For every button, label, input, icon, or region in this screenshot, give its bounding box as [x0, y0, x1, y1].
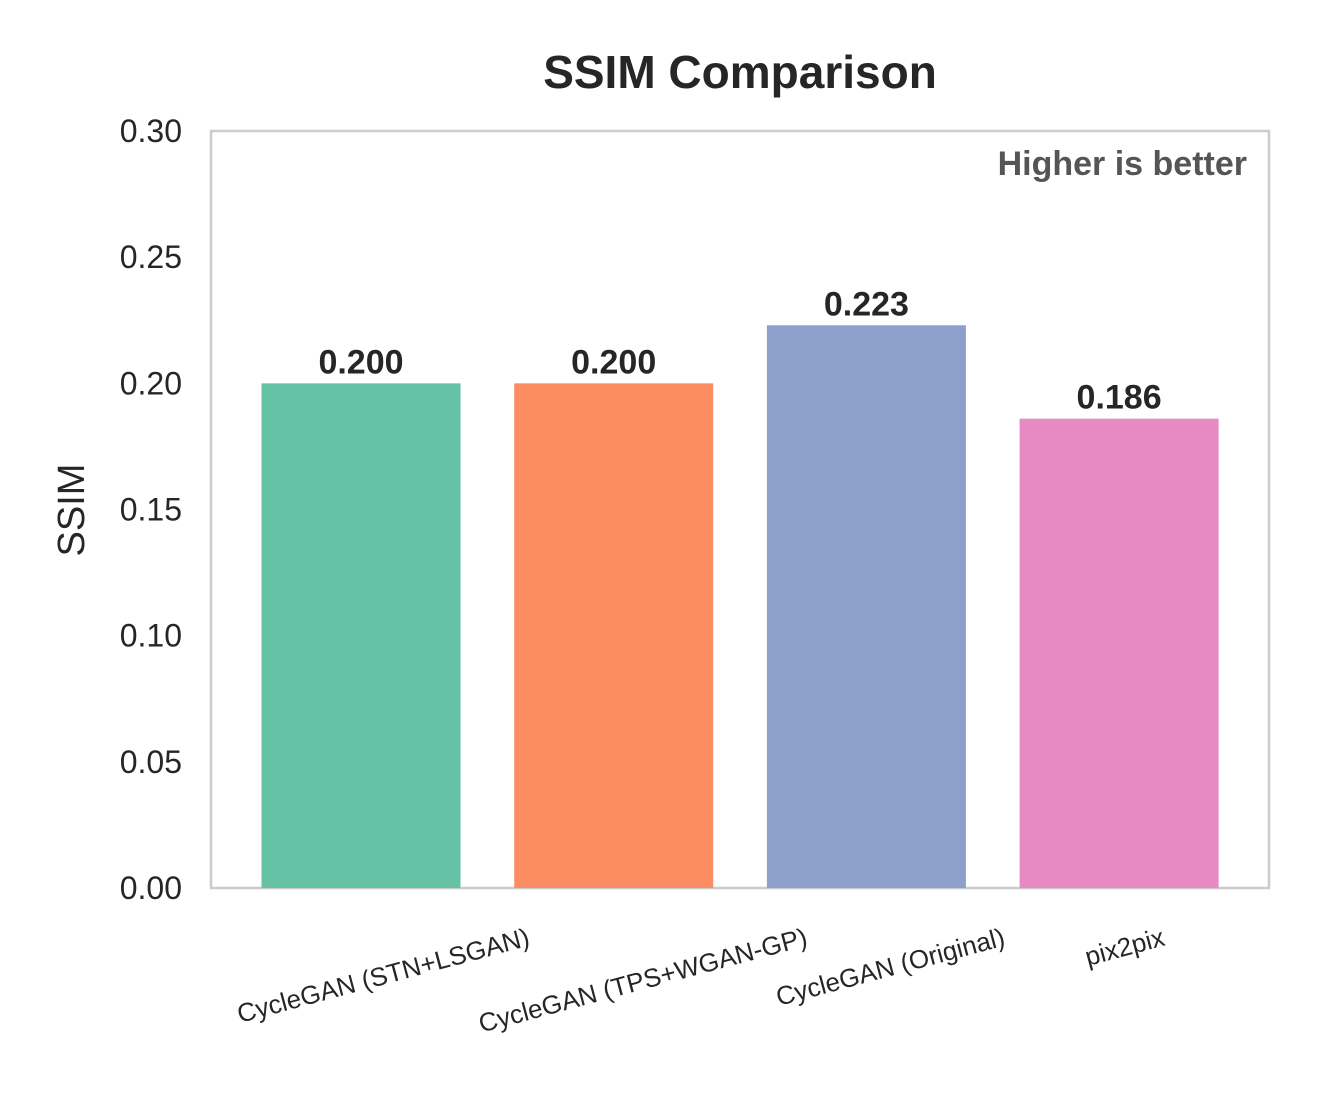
- bars: [261, 325, 1219, 889]
- bar: [514, 383, 714, 888]
- y-tick-label: 0.00: [120, 870, 182, 906]
- chart-title: SSIM Comparison: [543, 46, 937, 98]
- bar-value-label: 0.186: [1077, 379, 1162, 417]
- y-axis-label: SSIM: [51, 464, 93, 557]
- x-tick-label: pix2pix: [1082, 922, 1168, 972]
- y-tick-label: 0.20: [120, 365, 182, 401]
- annotation-higher-is-better: Higher is better: [998, 145, 1247, 183]
- bar: [261, 383, 461, 888]
- y-tick-label: 0.10: [120, 618, 182, 654]
- plot-frame: [209, 129, 1271, 890]
- x-axis-category-labels: CycleGAN (STN+LSGAN)CycleGAN (TPS+WGAN-G…: [234, 922, 1168, 1039]
- y-tick-label: 0.05: [120, 744, 182, 780]
- bar: [766, 325, 966, 889]
- y-axis-ticks: 0.00 0.05 0.10 0.15 0.20 0.25 0.30: [120, 113, 182, 906]
- y-tick-label: 0.25: [120, 239, 182, 275]
- y-tick-label: 0.30: [120, 113, 182, 149]
- y-tick-label: 0.15: [120, 492, 182, 528]
- bar-value-label: 0.200: [571, 343, 656, 381]
- bar: [1019, 418, 1219, 888]
- bar-value-label: 0.223: [824, 285, 909, 323]
- bar-value-labels: 0.200 0.200 0.223 0.186: [318, 285, 1161, 416]
- bar-value-label: 0.200: [318, 343, 403, 381]
- x-tick-label: CycleGAN (Original): [773, 922, 1008, 1012]
